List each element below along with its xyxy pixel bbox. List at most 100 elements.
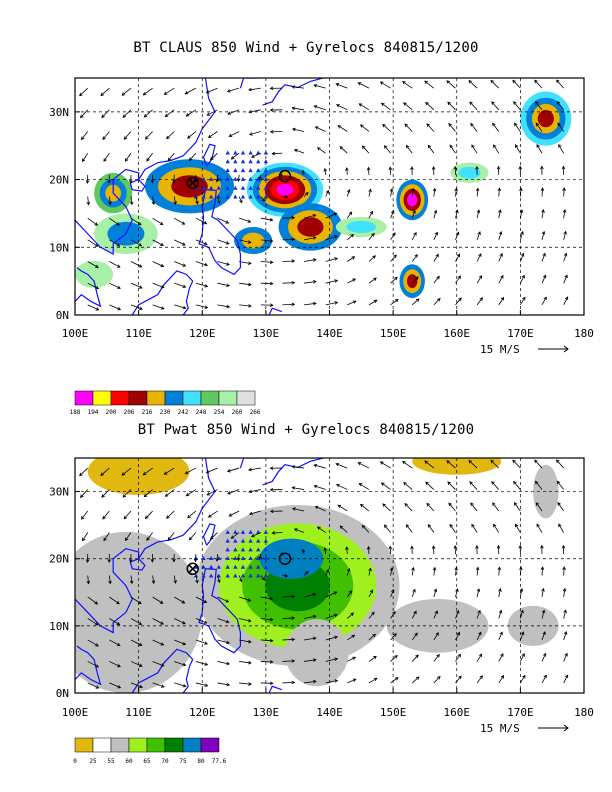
wind-vector-head <box>366 166 371 171</box>
wind-vector <box>368 655 377 662</box>
wind-vector <box>103 532 110 541</box>
triangle-marker <box>263 194 269 199</box>
wind-vector <box>390 633 397 641</box>
wind-vector-head <box>540 187 545 192</box>
wind-vector <box>79 87 88 97</box>
wind-vector-head <box>102 515 106 520</box>
triangle-marker <box>233 564 238 569</box>
wind-vector <box>292 128 305 132</box>
wind-vector <box>145 510 153 519</box>
wind-vector <box>325 591 337 598</box>
colorbar-label: 266 <box>250 409 261 416</box>
wind-vector-head <box>146 157 150 162</box>
wind-vector <box>315 506 326 512</box>
wind-vector-head <box>456 631 460 636</box>
wind-vector-head <box>415 654 419 659</box>
wind-vector-head <box>291 85 296 89</box>
wind-vector-head <box>248 87 252 92</box>
chart-title-top: BT CLAUS 850 Wind + Gyrelocs 840815/1200 <box>133 40 479 56</box>
wind-vector-head <box>542 631 546 635</box>
wind-vector-head <box>500 653 504 657</box>
wind-vector <box>206 109 218 116</box>
wind-vector <box>368 233 375 241</box>
shade-cell <box>242 232 265 249</box>
wind-vector-head <box>94 222 99 226</box>
coastline <box>129 558 146 571</box>
wind-vector-head <box>323 547 327 551</box>
wind-vector <box>217 282 230 287</box>
wind-vector <box>282 196 288 198</box>
wind-vector-head <box>269 108 274 112</box>
colorbar-swatch <box>200 737 220 753</box>
wind-vector <box>195 239 208 245</box>
wind-vector <box>368 611 375 619</box>
wind-vector-head <box>312 236 317 240</box>
wind-vector-head <box>333 591 338 595</box>
wind-vector-head <box>312 258 317 262</box>
wind-vector-head <box>312 214 317 218</box>
wind-vector-head <box>520 609 524 614</box>
wind-vector <box>535 101 543 111</box>
wind-vector-head <box>380 102 385 107</box>
wind-vector-head <box>434 610 438 614</box>
y-tick-label: 10N <box>49 620 69 633</box>
wind-vector-head <box>394 677 399 681</box>
wind-vector-head <box>95 307 100 311</box>
wind-vector <box>174 261 186 267</box>
wind-vector-head <box>334 235 338 239</box>
wind-vector-head <box>101 114 105 119</box>
wind-vector <box>535 481 543 490</box>
wind-vector-head <box>248 682 252 686</box>
wind-vector <box>109 618 120 626</box>
wind-vector-head <box>291 616 296 620</box>
wind-vector <box>448 502 456 512</box>
wind-vector <box>498 297 504 306</box>
wind-vector-head <box>564 296 569 301</box>
wind-vector-head <box>334 301 339 305</box>
wind-vector <box>259 174 262 180</box>
wind-vector-head <box>499 252 503 257</box>
wind-vector <box>492 502 500 512</box>
wind-vector <box>476 253 482 262</box>
coastline <box>75 458 216 634</box>
wind-vector <box>514 502 521 512</box>
wind-vector-head <box>433 209 438 214</box>
wind-vector <box>101 109 110 118</box>
colorbar-label: 216 <box>142 409 153 416</box>
wind-vector <box>217 196 220 204</box>
wind-vector-head <box>358 483 363 487</box>
gyreloc-cross <box>188 178 198 188</box>
colorbar-swatch <box>218 390 238 406</box>
wind-vector-head <box>476 209 481 214</box>
wind-vector <box>239 217 251 223</box>
wind-vector-head <box>160 306 165 310</box>
wind-vector <box>491 481 500 490</box>
wind-vector-head <box>520 252 525 257</box>
wind-vector <box>520 275 525 284</box>
wind-vector <box>217 596 229 603</box>
wind-vector-head <box>388 545 393 550</box>
wind-vector-head <box>248 467 252 472</box>
wind-vector <box>152 261 164 267</box>
wind-vector-head <box>475 544 479 549</box>
wind-vector <box>368 277 377 284</box>
wind-vector-head <box>561 544 566 549</box>
wind-vector <box>187 510 197 519</box>
wind-vector-head <box>351 256 356 260</box>
wind-vector <box>426 503 435 512</box>
wind-vector <box>335 463 348 469</box>
wind-vector <box>563 231 567 240</box>
wind-vector-head <box>339 525 344 529</box>
gyreloc-marker <box>278 552 292 565</box>
wind-vector <box>347 300 356 306</box>
wind-vector-head <box>543 674 547 679</box>
wind-vector-head <box>334 279 339 283</box>
wind-vector-head <box>269 303 274 307</box>
wind-vector <box>498 567 500 576</box>
wind-vector <box>152 575 155 584</box>
wind-vector <box>455 675 462 684</box>
wind-vector-head <box>410 166 414 170</box>
wind-vector <box>227 109 240 115</box>
wind-vector <box>520 653 525 662</box>
wind-vector <box>390 589 394 598</box>
